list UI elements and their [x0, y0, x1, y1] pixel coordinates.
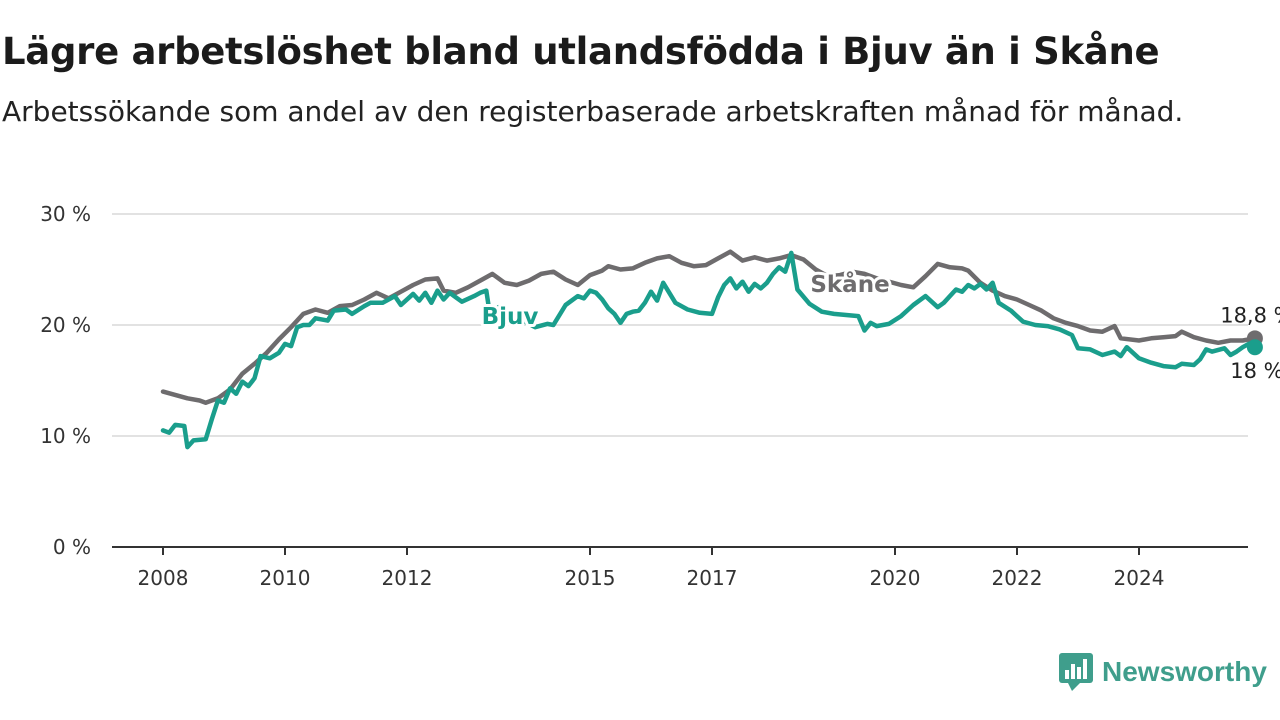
brand-footer: Newsworthy — [1058, 652, 1267, 692]
x-tick-label: 2015 — [565, 566, 616, 590]
line-chart: 0 % 10 % 20 % 30 % 2008 2010 2012 2015 2017 2020… — [40, 202, 1280, 590]
end-value-label: 18,8 % — [1220, 303, 1280, 327]
series-label-skane: Skåne — [810, 271, 889, 298]
x-tick-label: 2012 — [382, 566, 433, 590]
series-line-bjuv — [160, 250, 1258, 450]
chart-subtitle: Arbetssökande som andel av den registerb… — [2, 95, 1184, 128]
series-line-skane — [160, 249, 1258, 405]
x-tick-label: 2020 — [870, 566, 921, 590]
x-tick-label: 2024 — [1114, 566, 1165, 590]
end-value-label: 18 % — [1230, 359, 1280, 383]
y-tick-label: 10 % — [40, 424, 91, 448]
x-axis: 2008 2010 2012 2015 2017 2020 2022 2024 — [112, 546, 1248, 590]
series-labels: 18,8 % 18 % Skåne Bjuv — [479, 268, 1280, 383]
x-tick-label: 2017 — [687, 566, 738, 590]
chart-title: Lägre arbetslöshet bland utlandsfödda i … — [2, 30, 1160, 73]
series-lines — [160, 249, 1263, 450]
end-marker — [1246, 339, 1263, 356]
y-tick-label: 0 % — [53, 535, 91, 559]
brand-name: Newsworthy — [1102, 656, 1267, 687]
x-tick-label: 2022 — [992, 566, 1043, 590]
x-tick-label: 2010 — [260, 566, 311, 590]
y-tick-label: 30 % — [40, 202, 91, 226]
series-label-bjuv: Bjuv — [482, 304, 539, 330]
newsworthy-logo-icon — [1059, 653, 1093, 691]
y-tick-label: 20 % — [40, 313, 91, 337]
y-gridlines: 0 % 10 % 20 % 30 % — [40, 202, 1248, 559]
x-tick-label: 2008 — [138, 566, 189, 590]
